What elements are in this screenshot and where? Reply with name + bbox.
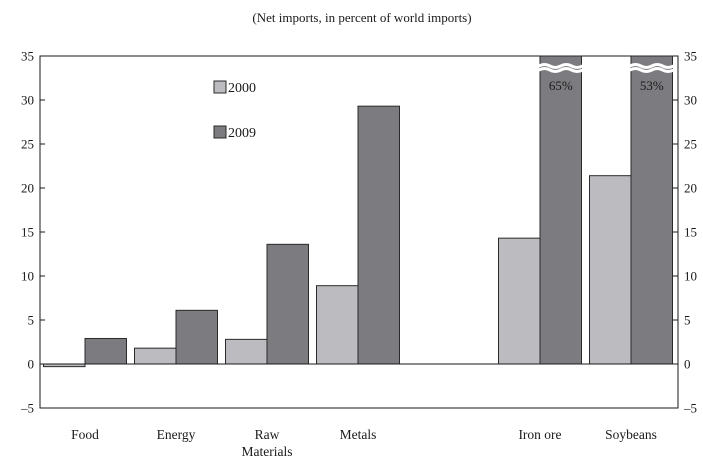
y-tick-label-right: 35 xyxy=(684,49,697,64)
bar-2000 xyxy=(225,338,268,365)
category-label: Metals xyxy=(340,427,377,442)
category-label: Soybeans xyxy=(605,427,657,442)
y-tick-label-right: 5 xyxy=(684,313,691,328)
y-tick-label-left: 10 xyxy=(21,269,34,284)
legend-label-2009: 2009 xyxy=(228,126,256,141)
bar-2000 xyxy=(316,285,359,365)
y-tick-label-right: 10 xyxy=(684,269,697,284)
bar-2009 xyxy=(539,55,582,365)
y-tick-label-right: 0 xyxy=(684,357,691,372)
bar-2000 xyxy=(498,237,541,365)
y-tick-label-right: 25 xyxy=(684,137,697,152)
category-label: Iron ore xyxy=(518,427,561,442)
y-tick-label-left: 5 xyxy=(28,313,35,328)
bar-2009 xyxy=(175,309,218,365)
category-label: Materials xyxy=(242,444,293,459)
bar-2009 xyxy=(84,337,127,365)
legend-swatch-2009 xyxy=(213,125,227,139)
axis-break-mark xyxy=(538,63,584,69)
y-tick-label-right: 15 xyxy=(684,225,697,240)
legend-label-2000: 2000 xyxy=(228,81,256,96)
y-tick-label-right: 20 xyxy=(684,181,697,196)
axis-break-mark xyxy=(538,67,584,73)
y-tick-label-left: –5 xyxy=(20,401,34,416)
chart-subtitle: (Net imports, in percent of world import… xyxy=(252,10,471,25)
y-tick-label-left: 20 xyxy=(21,181,34,196)
category-label: Energy xyxy=(157,427,196,442)
category-label: Raw xyxy=(255,427,280,442)
y-tick-label-right: –5 xyxy=(683,401,697,416)
break-value-label: 53% xyxy=(640,78,664,93)
break-value-label: 65% xyxy=(549,78,573,93)
y-tick-label-left: 30 xyxy=(21,93,34,108)
y-tick-label-right: 30 xyxy=(684,93,697,108)
y-tick-label-left: 0 xyxy=(28,357,35,372)
axis-break-mark xyxy=(629,63,675,69)
bar-2009 xyxy=(266,243,309,365)
plot-area: –5 –5 0 0 5 5 10 10 15 15 20 20 25 25 30 30 35 35 65% 53% Fo… xyxy=(20,49,697,460)
category-label: Food xyxy=(71,427,99,442)
bar-2000 xyxy=(589,175,632,365)
y-tick-label-left: 15 xyxy=(21,225,34,240)
y-tick-label-left: 35 xyxy=(21,49,34,64)
bar-2009 xyxy=(630,55,673,365)
bar-2009 xyxy=(357,105,400,365)
y-tick-label-left: 25 xyxy=(21,137,34,152)
axis-break-mark xyxy=(629,67,675,73)
legend-swatch-2000 xyxy=(213,80,227,94)
bar-2000 xyxy=(134,347,177,365)
